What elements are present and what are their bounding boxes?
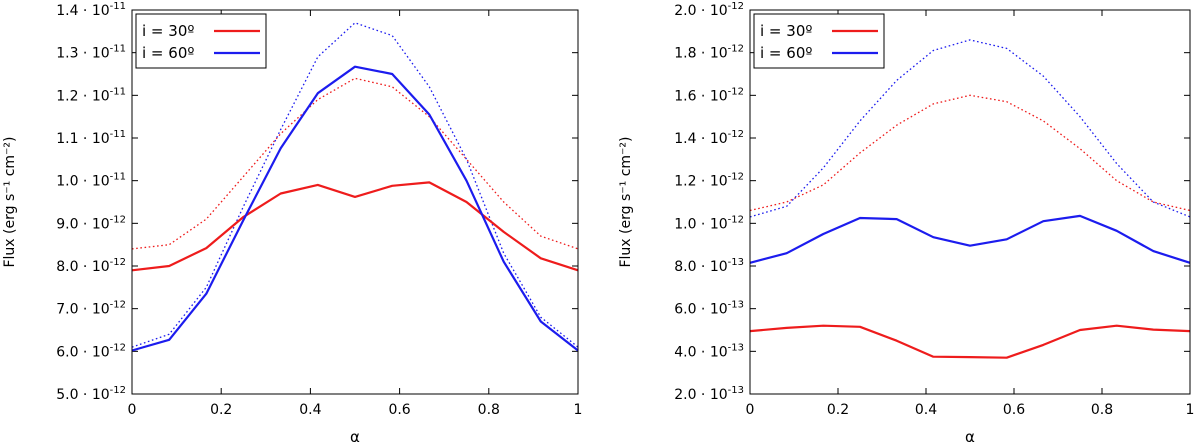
legend-box bbox=[753, 13, 885, 69]
left-chart: 5.0 · 10-126.0 · 10-127.0 · 10-128.0 · 1… bbox=[2, 1, 582, 446]
x-tick-label: 0.4 bbox=[915, 402, 937, 418]
y-axis-label: Flux (erg s⁻¹ cm⁻²) bbox=[2, 136, 18, 267]
x-tick-label: 0.6 bbox=[1003, 402, 1025, 418]
y-tick-mantissa: 8.0 · 10 bbox=[674, 259, 727, 275]
y-tick-mantissa: 1.4 · 10 bbox=[674, 131, 727, 147]
x-tick-label: 0.2 bbox=[210, 402, 232, 418]
y-tick-mantissa: 7.0 · 10 bbox=[56, 302, 109, 318]
y-tick-exponent: -11 bbox=[110, 129, 126, 140]
series-line-2 bbox=[749, 94, 1191, 212]
y-tick-mantissa: 1.2 · 10 bbox=[56, 88, 109, 104]
y-tick-mantissa: 6.0 · 10 bbox=[674, 302, 727, 318]
y-tick-exponent: -12 bbox=[728, 44, 744, 55]
y-tick-label: 1.2 · 10-11 bbox=[56, 86, 126, 104]
y-tick-label: 6.0 · 10-12 bbox=[56, 342, 126, 360]
y-tick-label: 7.0 · 10-12 bbox=[56, 300, 126, 318]
y-tick-mantissa: 1.3 · 10 bbox=[56, 46, 109, 62]
y-tick-mantissa: 1.1 · 10 bbox=[56, 131, 109, 147]
y-tick-exponent: -12 bbox=[728, 172, 744, 183]
y-tick-exponent: -12 bbox=[728, 129, 744, 140]
series-line-3 bbox=[131, 22, 579, 348]
y-tick-label: 2.0 · 10-12 bbox=[674, 1, 744, 19]
y-tick-label: 1.0 · 10-11 bbox=[56, 172, 126, 190]
y-tick-label: 8.0 · 10-13 bbox=[674, 257, 744, 275]
x-tick-label: 0.6 bbox=[388, 402, 410, 418]
y-tick-mantissa: 1.0 · 10 bbox=[56, 174, 109, 190]
x-tick-label: 0.2 bbox=[827, 402, 849, 418]
y-tick-exponent: -11 bbox=[110, 1, 126, 12]
y-tick-label: 6.0 · 10-13 bbox=[674, 300, 744, 318]
y-tick-exponent: -12 bbox=[728, 86, 744, 97]
y-tick-mantissa: 2.0 · 10 bbox=[674, 387, 727, 403]
y-tick-mantissa: 6.0 · 10 bbox=[56, 344, 109, 360]
y-tick-exponent: -13 bbox=[728, 300, 744, 311]
x-tick-label: 0.4 bbox=[299, 402, 321, 418]
y-tick-label: 1.1 · 10-11 bbox=[56, 129, 126, 147]
y-tick-mantissa: 4.0 · 10 bbox=[674, 344, 727, 360]
y-tick-exponent: -12 bbox=[110, 385, 126, 396]
y-tick-exponent: -11 bbox=[110, 86, 126, 97]
x-axis-label: α bbox=[965, 428, 975, 446]
y-tick-label: 4.0 · 10-13 bbox=[674, 342, 744, 360]
y-tick-label: 1.4 · 10-12 bbox=[674, 129, 744, 147]
y-tick-exponent: -12 bbox=[110, 257, 126, 268]
y-tick-mantissa: 1.0 · 10 bbox=[674, 216, 727, 232]
y-tick-exponent: -12 bbox=[728, 214, 744, 225]
y-tick-mantissa: 9.0 · 10 bbox=[56, 216, 109, 232]
x-tick-label: 1 bbox=[574, 402, 583, 418]
series-line-0 bbox=[749, 324, 1191, 359]
y-tick-exponent: -13 bbox=[728, 342, 744, 353]
y-tick-mantissa: 2.0 · 10 bbox=[674, 3, 727, 19]
series-line-1 bbox=[749, 214, 1191, 264]
series-line-1 bbox=[131, 65, 579, 352]
x-tick-label: 1 bbox=[1186, 402, 1195, 418]
y-tick-label: 8.0 · 10-12 bbox=[56, 257, 126, 275]
series-line-3 bbox=[749, 39, 1191, 218]
y-tick-mantissa: 1.4 · 10 bbox=[56, 3, 109, 19]
y-tick-label: 1.4 · 10-11 bbox=[56, 1, 126, 19]
y-tick-exponent: -12 bbox=[110, 300, 126, 311]
y-axis-label: Flux (erg s⁻¹ cm⁻²) bbox=[618, 136, 634, 267]
y-tick-exponent: -12 bbox=[110, 214, 126, 225]
y-tick-mantissa: 1.8 · 10 bbox=[674, 46, 727, 62]
legend-box bbox=[135, 13, 267, 69]
y-tick-mantissa: 5.0 · 10 bbox=[56, 387, 109, 403]
x-tick-label: 0 bbox=[128, 402, 137, 418]
plot-frame bbox=[749, 9, 1191, 395]
y-tick-mantissa: 8.0 · 10 bbox=[56, 259, 109, 275]
y-tick-label: 1.8 · 10-12 bbox=[674, 44, 744, 62]
y-tick-mantissa: 1.2 · 10 bbox=[674, 174, 727, 190]
y-tick-exponent: -11 bbox=[110, 44, 126, 55]
y-tick-label: 1.0 · 10-12 bbox=[674, 214, 744, 232]
series-line-0 bbox=[131, 181, 579, 272]
y-tick-exponent: -12 bbox=[110, 342, 126, 353]
y-tick-label: 1.3 · 10-11 bbox=[56, 44, 126, 62]
legend-label: i = 60º bbox=[760, 44, 812, 62]
x-tick-label: 0.8 bbox=[1091, 402, 1113, 418]
y-tick-label: 5.0 · 10-12 bbox=[56, 385, 126, 403]
y-tick-mantissa: 1.6 · 10 bbox=[674, 88, 727, 104]
x-tick-label: 0 bbox=[746, 402, 755, 418]
y-tick-label: 9.0 · 10-12 bbox=[56, 214, 126, 232]
y-tick-exponent: -13 bbox=[728, 385, 744, 396]
y-tick-exponent: -11 bbox=[110, 172, 126, 183]
y-tick-exponent: -13 bbox=[728, 257, 744, 268]
legend-label: i = 60º bbox=[142, 44, 194, 62]
right-chart: 2.0 · 10-134.0 · 10-136.0 · 10-138.0 · 1… bbox=[618, 1, 1194, 446]
series-line-2 bbox=[131, 77, 579, 250]
y-tick-label: 1.2 · 10-12 bbox=[674, 172, 744, 190]
x-axis-label: α bbox=[350, 428, 360, 446]
y-tick-exponent: -12 bbox=[728, 1, 744, 12]
legend-label: i = 30º bbox=[142, 22, 194, 40]
legend-label: i = 30º bbox=[760, 22, 812, 40]
y-tick-label: 1.6 · 10-12 bbox=[674, 86, 744, 104]
y-tick-label: 2.0 · 10-13 bbox=[674, 385, 744, 403]
x-tick-label: 0.8 bbox=[478, 402, 500, 418]
plot-frame bbox=[131, 9, 579, 395]
